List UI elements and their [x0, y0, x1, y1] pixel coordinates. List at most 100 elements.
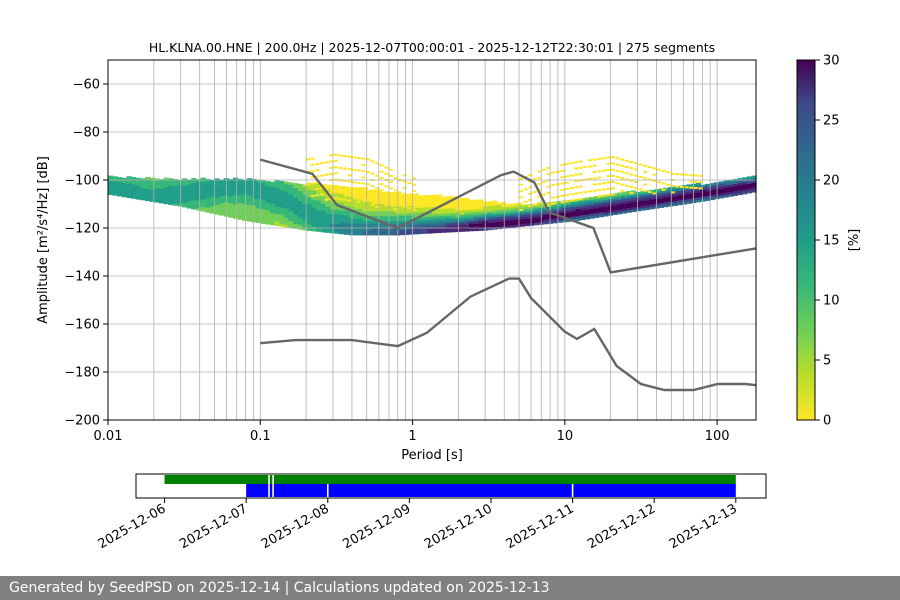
sparse-density-cell — [592, 158, 597, 161]
density-cell — [191, 206, 197, 210]
density-cell — [233, 194, 239, 198]
density-cell — [186, 186, 192, 190]
sparse-density-cell — [560, 176, 565, 179]
density-cell — [584, 212, 590, 215]
density-cell — [270, 222, 276, 226]
density-cell — [233, 208, 239, 212]
density-cell — [723, 190, 729, 193]
density-cell — [404, 217, 410, 221]
density-cell — [186, 184, 192, 187]
density-cell — [603, 194, 609, 198]
density-cell — [450, 205, 456, 209]
sparse-density-cell — [638, 163, 643, 166]
density-cell — [311, 192, 317, 196]
density-cell — [515, 224, 521, 228]
density-cell — [108, 182, 114, 186]
density-cell — [510, 220, 516, 223]
density-cell — [348, 227, 354, 231]
density-cell — [543, 209, 549, 213]
density-cell — [205, 195, 211, 199]
sparse-density-cell — [537, 201, 542, 204]
density-cell — [478, 225, 484, 229]
density-cell — [381, 232, 387, 236]
density-cell — [469, 204, 475, 208]
density-cell — [621, 191, 627, 195]
density-cell — [404, 232, 410, 235]
density-cell — [455, 210, 461, 213]
sparse-density-cell — [532, 191, 537, 193]
density-cell — [320, 220, 327, 223]
density-cell — [640, 208, 646, 211]
density-cell — [672, 198, 678, 202]
density-cell — [265, 190, 271, 194]
density-cell — [459, 207, 465, 211]
density-cell — [149, 194, 155, 198]
density-cell — [519, 216, 526, 220]
density-cell — [575, 206, 581, 209]
density-cell — [404, 227, 410, 231]
density-cell — [695, 192, 701, 196]
density-cell — [242, 191, 248, 195]
density-cell — [575, 215, 581, 219]
density-cell — [580, 205, 586, 209]
density-cell — [279, 200, 285, 203]
sparse-density-cell — [629, 167, 634, 170]
density-cell — [524, 211, 530, 215]
density-cell — [418, 231, 424, 235]
density-cell — [288, 206, 294, 209]
density-cell — [506, 204, 512, 207]
density-cell — [658, 205, 664, 208]
density-cell — [214, 202, 220, 205]
density-cell — [260, 194, 266, 198]
density-cell — [140, 183, 146, 186]
density-cell — [445, 217, 452, 221]
density-cell — [594, 210, 600, 214]
density-cell — [459, 229, 465, 232]
density-cell — [311, 188, 317, 191]
density-cell — [700, 199, 706, 202]
sparse-density-cell — [352, 181, 357, 184]
density-cell — [219, 201, 225, 204]
density-cell — [126, 181, 132, 184]
density-cell — [390, 206, 396, 209]
y-tick-label: −100 — [64, 174, 100, 189]
sparse-density-cell — [519, 208, 523, 211]
sparse-density-cell — [361, 195, 366, 198]
density-cell — [751, 182, 757, 186]
density-cell — [432, 230, 438, 234]
density-cell — [140, 190, 146, 194]
density-cell — [228, 205, 234, 209]
density-cell — [353, 189, 359, 193]
density-cell — [390, 223, 396, 226]
density-cell — [320, 210, 327, 214]
density-cell — [385, 192, 391, 195]
density-cell — [251, 205, 257, 208]
density-cell — [418, 209, 424, 213]
density-cell — [140, 197, 146, 201]
density-cell — [186, 179, 192, 183]
density-cell — [543, 214, 549, 218]
density-cell — [445, 220, 452, 223]
density-cell — [570, 204, 577, 207]
density-cell — [459, 200, 465, 203]
density-cell — [283, 188, 290, 192]
density-cell — [219, 213, 225, 216]
density-cell — [145, 184, 151, 187]
density-cell — [274, 221, 280, 224]
density-cell — [626, 195, 632, 199]
density-cell — [135, 187, 141, 190]
sparse-density-cell — [693, 174, 698, 177]
density-cell — [158, 181, 165, 185]
density-cell — [353, 196, 359, 200]
density-cell — [668, 191, 674, 195]
density-cell — [288, 194, 294, 197]
density-cell — [172, 193, 178, 197]
density-cell — [131, 184, 137, 187]
density-cell — [580, 207, 586, 211]
sparse-density-cell — [402, 205, 407, 208]
density-cell — [237, 200, 243, 203]
density-cell — [459, 212, 465, 215]
density-cell — [274, 223, 280, 226]
density-cell — [635, 201, 641, 205]
sparse-density-cell — [384, 204, 389, 206]
